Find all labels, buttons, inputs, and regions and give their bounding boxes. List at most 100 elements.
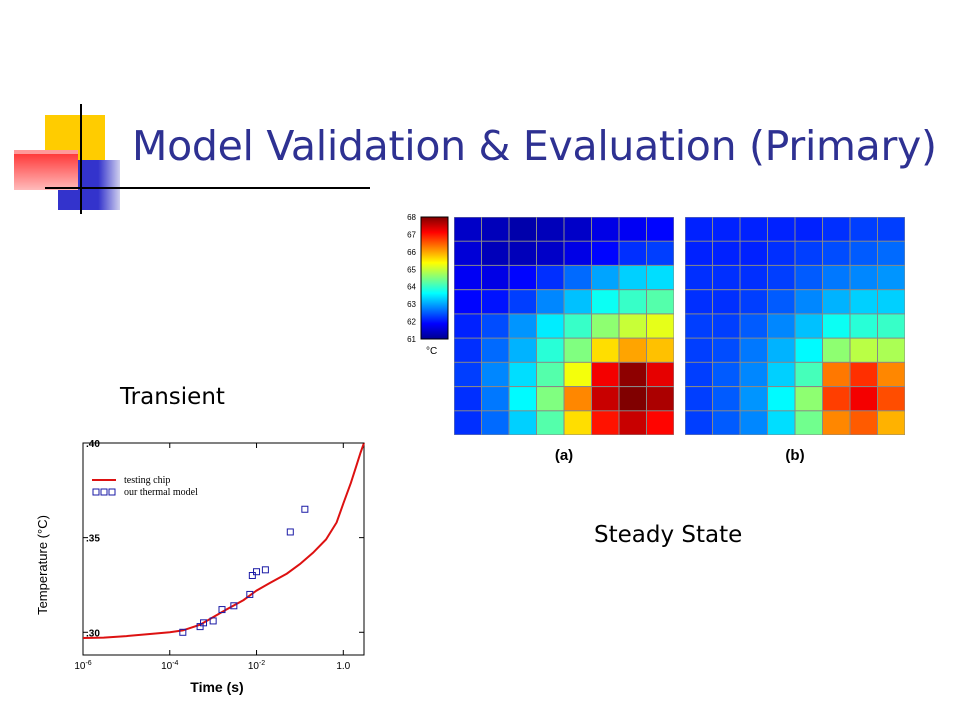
deco-pink-bar <box>14 150 78 154</box>
heatmap-cell <box>685 362 712 386</box>
heatmap-cell <box>878 387 905 411</box>
heatmap-cell <box>454 241 481 265</box>
heatmap-cell <box>768 362 795 386</box>
heatmap-cell <box>509 241 536 265</box>
heatmap-cell <box>713 314 740 338</box>
heatmap-cell <box>685 338 712 362</box>
heatmap-cell <box>647 387 674 411</box>
legend-marker <box>100 488 108 496</box>
heatmap-cell <box>509 338 536 362</box>
heatmap-cell <box>768 241 795 265</box>
heatmap-cell <box>685 411 712 435</box>
transient-legend: testing chip our thermal model <box>92 475 198 498</box>
heatmap-cell <box>768 338 795 362</box>
series-thermal-model-marker <box>179 628 187 636</box>
heatmap-cell <box>713 265 740 290</box>
heatmap-cell <box>740 338 767 362</box>
heatmap-cell <box>564 265 591 290</box>
heatmap-cell <box>713 411 740 435</box>
heatmap-cell <box>713 387 740 411</box>
heatmap-cell <box>795 387 822 411</box>
legend-label-testing-chip: testing chip <box>124 475 170 486</box>
deco-red-square <box>14 152 78 190</box>
series-thermal-model-marker <box>248 572 256 579</box>
series-thermal-model-marker <box>230 602 238 610</box>
heatmap-cell <box>509 314 536 338</box>
heatmap-cell <box>537 338 564 362</box>
heatmap-cell <box>482 387 509 411</box>
heatmap-cell <box>740 217 767 241</box>
heatmap-cell <box>592 411 619 435</box>
heatmap-cell <box>850 241 877 265</box>
heatmap-cell <box>647 314 674 338</box>
x-tick-label: 10-2 <box>248 660 265 672</box>
heatmap-b-label: (b) <box>785 447 804 464</box>
heatmap-cell <box>795 290 822 314</box>
heatmap-cell <box>619 290 646 314</box>
heatmap-cell <box>647 241 674 265</box>
heatmap-cell <box>850 265 877 290</box>
heatmap-cell <box>482 338 509 362</box>
heatmap-cell <box>482 217 509 241</box>
heatmap-cell <box>619 265 646 290</box>
transient-chart: 10-6 10-4 10-2 1.0 .30 .35 .40 testing chip o… <box>35 439 365 695</box>
heatmap-cell <box>454 265 481 290</box>
slide-title: Model Validation & Evaluation (Primary) <box>132 122 937 170</box>
heatmap-cell <box>768 217 795 241</box>
heatmap-cell <box>795 241 822 265</box>
y-tick-label: .30 <box>86 628 100 639</box>
heatmap-cell <box>740 265 767 290</box>
x-axis-label: Time (s) <box>190 679 243 695</box>
heatmap-cell <box>619 241 646 265</box>
heatmap-cell <box>850 387 877 411</box>
colorbar-tick-label: 65 <box>407 265 416 274</box>
heatmap-a-label: (a) <box>555 447 573 464</box>
heatmap-cell <box>537 314 564 338</box>
heatmap-cell <box>592 338 619 362</box>
heatmap-cell <box>592 290 619 314</box>
heatmap-cell <box>878 362 905 386</box>
heatmap-cell <box>878 411 905 435</box>
deco-vertical-line <box>80 104 82 214</box>
colorbar-tick-label: 67 <box>407 230 416 239</box>
heatmap-cell <box>619 338 646 362</box>
heatmap-cell <box>454 314 481 338</box>
series-thermal-model-marker <box>253 568 261 576</box>
heatmap-cell <box>619 362 646 386</box>
heatmap-cell <box>823 387 850 411</box>
heatmap-cell <box>647 265 674 290</box>
heatmap-cell <box>878 314 905 338</box>
heatmap-b <box>685 217 905 435</box>
heatmap-cell <box>564 338 591 362</box>
heatmap-cell <box>647 338 674 362</box>
heatmap-cell <box>768 387 795 411</box>
heatmap-cell <box>592 265 619 290</box>
series-thermal-model-marker <box>301 505 309 513</box>
heatmap-cell <box>592 314 619 338</box>
heatmap-cell <box>592 362 619 386</box>
heatmap-cell <box>740 411 767 435</box>
heatmap-cell <box>850 338 877 362</box>
heatmap-cell <box>647 362 674 386</box>
heatmap-cell <box>564 387 591 411</box>
heatmap-cell <box>685 265 712 290</box>
heatmap-cell <box>740 314 767 338</box>
heatmap-cell <box>740 241 767 265</box>
heatmap-cell <box>454 290 481 314</box>
colorbar <box>420 216 449 340</box>
heatmap-cell <box>795 314 822 338</box>
legend-marker <box>92 488 100 496</box>
heatmap-cell <box>647 411 674 435</box>
y-axis-label: Temperature (°C) <box>35 515 50 615</box>
series-thermal-model-marker <box>246 590 254 598</box>
colorbar-tick-label: 62 <box>407 318 416 327</box>
heatmap-cell <box>482 290 509 314</box>
heatmap-cell <box>823 338 850 362</box>
x-tick-label: 10-4 <box>161 660 178 672</box>
heatmap-cell <box>454 338 481 362</box>
heatmap-cell <box>685 290 712 314</box>
heatmap-cell <box>537 290 564 314</box>
heatmap-cell <box>795 217 822 241</box>
heatmap-cell <box>685 217 712 241</box>
heatmap-cell <box>823 314 850 338</box>
